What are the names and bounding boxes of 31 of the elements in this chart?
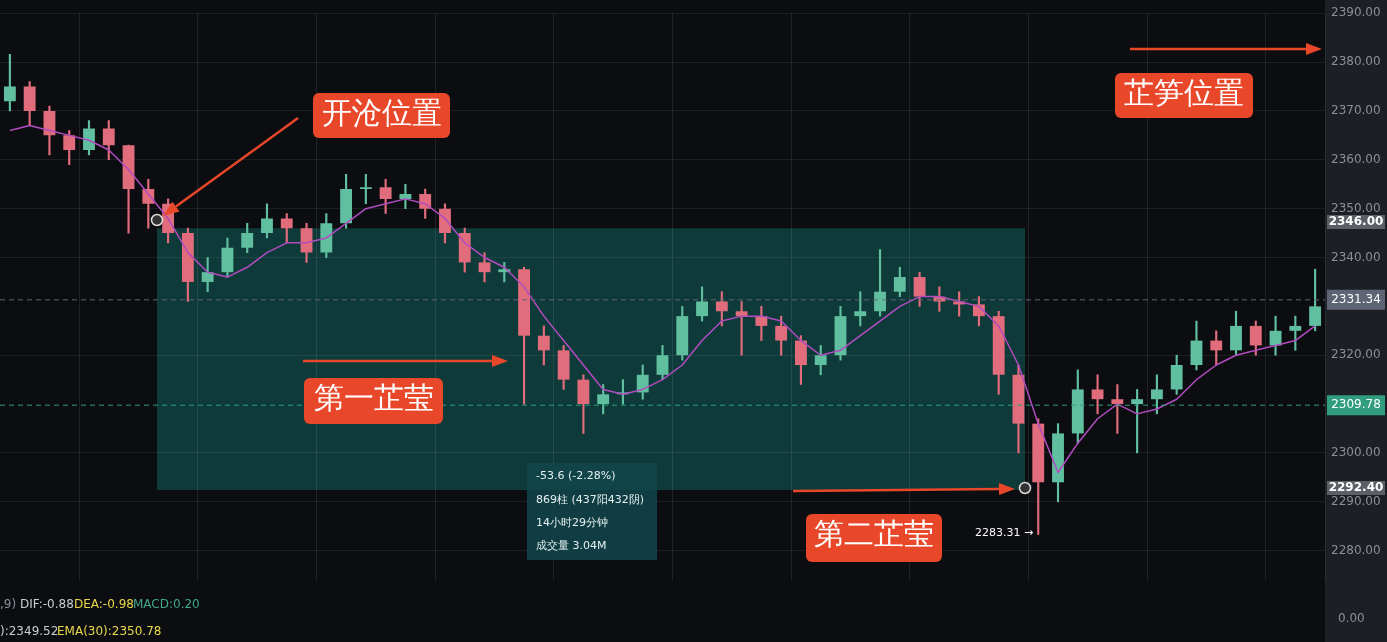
y-tick-label: 2390.00 xyxy=(1331,5,1381,20)
text: 0.00 xyxy=(1338,611,1365,626)
y-tick-label: 2300.00 xyxy=(1331,445,1381,460)
y-tick-label: 2320.00 xyxy=(1331,347,1381,362)
annotation: -53.6 (-2.28%) xyxy=(536,468,616,482)
text: ,9) xyxy=(0,597,17,612)
annotation: 869柱 (437阳432阴) xyxy=(536,492,645,506)
y-tick-label: 2380.00 xyxy=(1331,54,1381,69)
ref-line-label: 2309.78 xyxy=(1331,397,1381,412)
y-tick-label: 2280.00 xyxy=(1331,542,1381,557)
annotation: 芷笋位置 xyxy=(1115,73,1253,118)
text: 2346.00 xyxy=(1328,214,1384,229)
y-tick-label: 2360.00 xyxy=(1331,151,1381,166)
candlestick xyxy=(1091,374,1104,415)
annotation: 第二芷莹 xyxy=(806,514,942,562)
annotation: 第一芷莹 xyxy=(304,378,443,424)
text: DIF:-0.88 xyxy=(20,597,74,612)
annotation: 开沧位置 xyxy=(313,93,450,138)
y-tick-label: 2370.00 xyxy=(1331,103,1381,118)
text: DEA:-0.98 xyxy=(74,597,134,612)
y-tick-label: 2340.00 xyxy=(1331,249,1381,264)
text: 2292.40 xyxy=(1328,480,1384,495)
text: MACD:0.20 xyxy=(133,597,200,612)
annotation: 2283.31 → xyxy=(975,525,1034,539)
y-tick-label: 2290.00 xyxy=(1331,493,1381,508)
ref-line-label: 2331.34 xyxy=(1331,291,1381,306)
text: EMA(30):2350.78 xyxy=(57,624,162,639)
text: ):2349.52 xyxy=(0,624,59,639)
annotation: 14小时29分钟 xyxy=(536,515,608,529)
y-tick-label: 2350.00 xyxy=(1331,200,1381,215)
annotation: 成交量 3.04M xyxy=(536,538,607,552)
